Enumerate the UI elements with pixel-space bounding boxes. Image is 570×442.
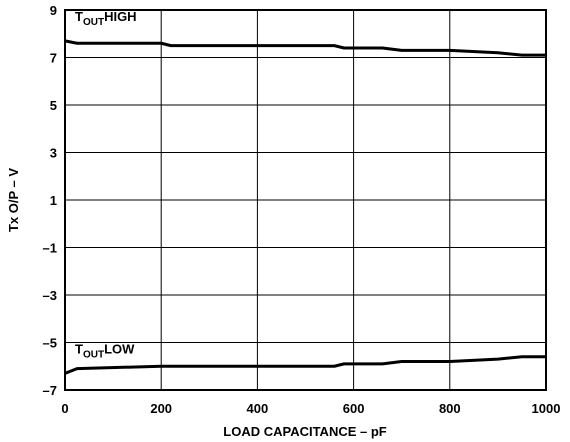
annotation-suffix: HIGH (104, 9, 137, 24)
x-tick-label: 800 (439, 401, 461, 416)
y-tick-label: –7 (43, 383, 57, 398)
annotation-main: T (75, 9, 83, 24)
x-tick-label: 600 (343, 401, 365, 416)
x-axis-label: LOAD CAPACITANCE – pF (223, 424, 387, 439)
annotation-suffix: LOW (104, 341, 135, 356)
x-tick-label: 0 (61, 401, 68, 416)
x-tick-label: 400 (247, 401, 269, 416)
y-tick-label: 5 (50, 98, 57, 113)
data-line (64, 355, 546, 375)
x-tick-label: 200 (150, 401, 172, 416)
annotation: TOUTHIGH (75, 9, 137, 28)
y-tick-label: –1 (43, 241, 57, 256)
y-tick-label: 1 (50, 193, 57, 208)
y-tick-label: 7 (50, 51, 57, 66)
annotation-subscript: OUT (83, 17, 104, 28)
plot-frame (64, 9, 547, 391)
y-tick-label: 3 (50, 146, 57, 161)
y-tick-label: 9 (50, 3, 57, 18)
data-line (64, 39, 546, 57)
y-tick-label: –3 (43, 288, 57, 303)
y-tick-label: –5 (43, 336, 57, 351)
annotation-main: T (75, 341, 83, 356)
annotation-subscript: OUT (83, 349, 104, 360)
x-tick-label: 1000 (532, 401, 561, 416)
y-axis-label: Tx O/P – V (6, 168, 21, 232)
annotation: TOUTLOW (75, 341, 135, 360)
